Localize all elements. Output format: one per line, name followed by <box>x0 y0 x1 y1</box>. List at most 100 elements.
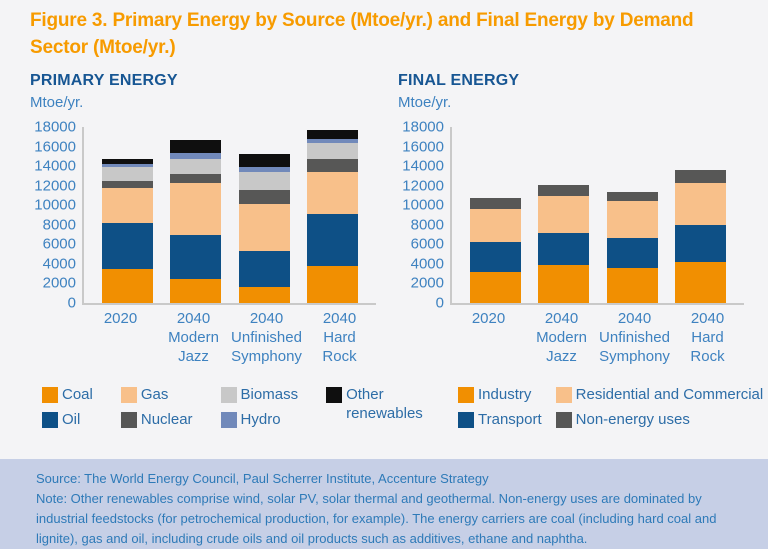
chart-title-primary: PRIMARY ENERGY <box>30 72 178 89</box>
y-tick-label-12000: 12000 <box>402 177 444 195</box>
bar-segment-residential-and-commercial <box>675 183 727 225</box>
legend-column: Coal Oil <box>42 386 93 430</box>
primary-energy-chart: PRIMARY ENERGY Mtoe/yr. 0 2000 4000 6000 800… <box>30 72 423 430</box>
legend-swatch-transport <box>458 412 474 428</box>
legend-swatch-oil <box>42 412 58 428</box>
bar-segment-industry <box>469 271 521 303</box>
legend-item-industry: Industry <box>458 386 542 405</box>
bar-segment-biomass <box>238 172 290 191</box>
legend-primary: Coal Oil Gas Nuclear Biomass Hydro Other renew… <box>42 386 423 430</box>
note-text: Note: Other renewables comprise wind, so… <box>36 491 717 546</box>
stacked-bar-2020 <box>101 127 153 303</box>
bar-segment-nuclear <box>238 190 290 205</box>
y-tick-label-12000: 12000 <box>34 177 76 195</box>
chart-title-final: FINAL ENERGY <box>398 72 520 89</box>
y-tick-label-14000: 14000 <box>34 157 76 175</box>
legend-label-non-energy-uses: Non-energy uses <box>575 411 690 428</box>
x-axis-label-2040-modern-jazz: 2040 Modern Jazz <box>536 310 587 365</box>
legend-label-hydro: Hydro <box>240 411 281 428</box>
legend-item-other-renewables: Other renewables <box>326 386 423 424</box>
stacked-bar-2040-modern-jazz <box>170 127 222 303</box>
y-tick-label-2000: 2000 <box>410 274 444 292</box>
bar-segment-oil <box>101 222 153 269</box>
bar-segment-residential-and-commercial <box>606 200 658 238</box>
legend-item-hydro: Hydro <box>220 411 299 430</box>
stacked-bar-2040-hard-rock <box>307 127 359 303</box>
legend-final: Industry Transport Residential and Commerc… <box>458 386 766 430</box>
bar-segment-gas <box>170 182 222 235</box>
stacked-bar-2020 <box>469 127 521 303</box>
legend-column: Other renewables <box>326 386 423 430</box>
bar-segment-non-energy-uses <box>675 170 727 184</box>
bar-segment-nuclear <box>170 174 222 183</box>
bar-segment-residential-and-commercial <box>469 209 521 243</box>
legend-column: Industry Transport <box>458 386 542 430</box>
legend-item-gas: Gas <box>120 386 193 405</box>
x-axis-label-2040-hard-rock: 2040 Hard Rock <box>322 310 357 365</box>
x-axis-label-2020: 2020 <box>103 310 138 327</box>
x-axis-labels-primary: 2020 2040 Modern Jazz 2040 Unfinished Symp… <box>84 310 376 366</box>
x-axis-label-2040-hard-rock: 2040 Hard Rock <box>690 310 725 365</box>
legend-item-transport: Transport <box>458 411 542 430</box>
bar-segment-coal <box>170 279 222 303</box>
legend-label-other-renewables: Other renewables <box>346 386 423 422</box>
plot-row: 0 2000 4000 6000 8000 10000 12000 14000 16000 180… <box>398 120 766 311</box>
bar-segment-transport <box>469 242 521 272</box>
y-tick-label-10000: 10000 <box>402 196 444 214</box>
y-tick-label-0: 0 <box>67 294 76 312</box>
bar-segment-nuclear <box>307 159 359 173</box>
legend-swatch-biomass <box>220 387 237 404</box>
bar-segment-transport <box>538 233 590 265</box>
bar-segment-hydro <box>170 153 222 160</box>
legend-swatch-gas <box>120 387 137 404</box>
legend-label-biomass: Biomass <box>240 386 299 404</box>
plot-row: 0 2000 4000 6000 8000 10000 12000 14000 16000 180… <box>30 120 398 311</box>
legend-label-industry: Industry <box>478 386 532 404</box>
legend-label-coal: Coal <box>62 386 93 404</box>
legend-column: Biomass Hydro <box>220 386 299 430</box>
bar-segment-coal <box>238 286 290 303</box>
bar-segment-gas <box>101 188 153 223</box>
y-axis-primary: 0 2000 4000 6000 8000 10000 12000 14000 16000 180… <box>30 120 82 311</box>
bar-segment-biomass <box>307 142 359 160</box>
legend-column: Gas Nuclear <box>120 386 193 430</box>
bar-segment-other-renewables <box>307 129 359 140</box>
y-tick-label-2000: 2000 <box>42 274 76 292</box>
legend-item-non-energy-uses: Non-energy uses <box>555 411 764 430</box>
plot-area-final <box>450 127 744 305</box>
bar-segment-industry <box>606 267 658 303</box>
y-tick-label-8000: 8000 <box>410 216 444 234</box>
y-tick-label-6000: 6000 <box>42 235 76 253</box>
bar-segment-oil <box>238 250 290 287</box>
y-tick-label-18000: 18000 <box>402 118 444 136</box>
bar-segment-non-energy-uses <box>469 198 521 210</box>
stacked-bar-2040-hard-rock <box>675 127 727 303</box>
legend-label-transport: Transport <box>478 411 542 428</box>
bar-segment-transport <box>675 224 727 262</box>
y-tick-label-16000: 16000 <box>402 138 444 156</box>
bar-segment-transport <box>606 237 658 268</box>
bar-segment-non-energy-uses <box>538 184 590 196</box>
bar-segment-gas <box>238 204 290 251</box>
footnote-box: Source: The World Energy Council, Paul S… <box>0 459 768 549</box>
bar-segment-residential-and-commercial <box>538 195 590 234</box>
stacked-bar-2040-unfinished-symphony <box>606 127 658 303</box>
legend-item-coal: Coal <box>42 386 93 405</box>
bar-segment-biomass <box>101 166 153 182</box>
legend-swatch-non-energy-uses <box>555 412 572 428</box>
bar-segment-oil <box>307 213 359 267</box>
source-text: Source: The World Energy Council, Paul S… <box>36 471 489 486</box>
y-tick-label-6000: 6000 <box>410 235 444 253</box>
stacked-bar-2040-modern-jazz <box>538 127 590 303</box>
x-axis-label-2040-unfinished-symphony: 2040 Unfinished Symphony <box>231 310 302 365</box>
bar-segment-gas <box>307 172 359 214</box>
figure-title: Figure 3. Primary Energy by Source (Mtoe… <box>30 10 694 58</box>
legend-item-residential-and-commercial: Residential and Commercial <box>555 386 763 405</box>
bar-segment-hydro <box>238 167 290 173</box>
y-axis-unit-final: Mtoe/yr. <box>398 94 452 111</box>
bar-segment-other-renewables <box>238 154 290 168</box>
stacked-bar-2040-unfinished-symphony <box>238 127 290 303</box>
legend-swatch-industry <box>458 387 474 404</box>
legend-label-oil: Oil <box>62 411 81 428</box>
